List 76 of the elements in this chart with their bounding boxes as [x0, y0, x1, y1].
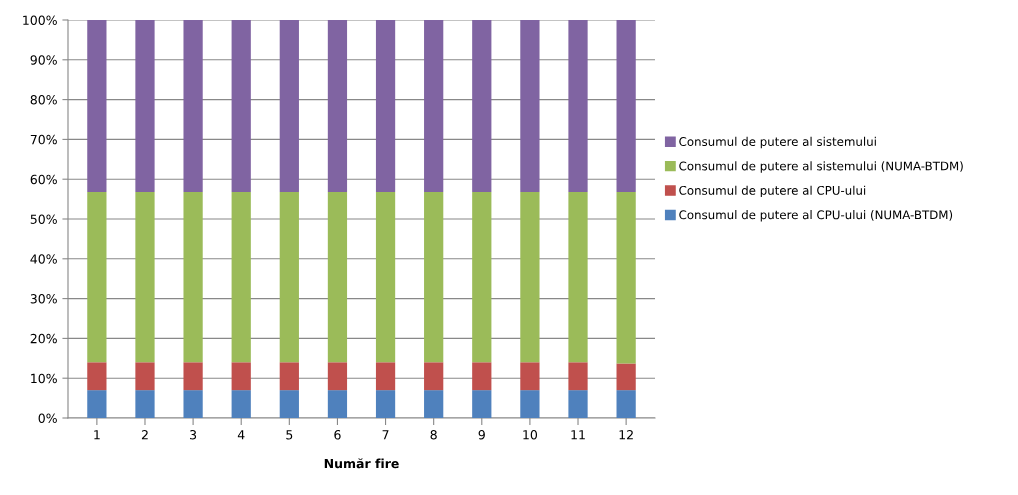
bar [327, 390, 348, 418]
bar [279, 20, 299, 192]
bar [568, 390, 588, 418]
bar [87, 20, 107, 192]
bar [135, 20, 155, 192]
bar [424, 390, 444, 418]
bar [424, 362, 444, 391]
y-tick-label: 40% [30, 254, 57, 264]
bar [183, 191, 203, 363]
y-tick-label: 90% [30, 55, 57, 65]
y-tick-label: 10% [31, 373, 57, 384]
bar [375, 390, 396, 418]
x-tick-label: 8 [430, 430, 437, 440]
bar [424, 20, 444, 192]
bar [327, 362, 348, 391]
bar [183, 362, 203, 391]
bar [375, 20, 396, 192]
bar [472, 191, 492, 363]
bar [87, 362, 107, 391]
x-tick-label: 10 [523, 430, 538, 440]
bar [472, 20, 492, 192]
y-tick-label: 60% [30, 174, 57, 185]
y-tick-label: 0% [38, 413, 57, 423]
y-tick-label: 50% [30, 214, 57, 224]
bar [616, 390, 636, 418]
x-tick-label: 3 [190, 430, 197, 440]
bar [472, 362, 492, 391]
bar [231, 362, 251, 391]
bar [231, 390, 251, 418]
bar [472, 390, 492, 418]
x-tick-label: 7 [382, 430, 389, 440]
bar [135, 362, 155, 391]
bar [375, 362, 396, 391]
bar [616, 20, 636, 192]
legend-label: Consumul de putere al CPU-ului (NUMA-BTDM) [679, 210, 953, 222]
x-tick-label: 11 [571, 430, 585, 440]
x-tick-label: 1 [94, 430, 100, 440]
legend-label: Consumul de putere al sistemului [679, 136, 876, 149]
x-tick-label: 4 [237, 430, 245, 440]
bar [279, 390, 299, 418]
x-tick-label: 2 [141, 430, 148, 440]
bar [327, 20, 348, 192]
bar [87, 390, 107, 418]
bar [231, 191, 251, 363]
x-axis-title: Număr fire [324, 458, 399, 469]
bar [616, 363, 636, 391]
bar [375, 191, 396, 363]
bar [135, 390, 155, 418]
bar [568, 191, 588, 363]
bar [520, 191, 540, 363]
x-tick-label: 12 [619, 430, 633, 440]
x-tick-label: 5 [286, 430, 293, 440]
bar [520, 390, 540, 418]
bar [520, 20, 540, 192]
bar [231, 20, 251, 192]
bar [279, 191, 299, 363]
y-tick-label: 30% [30, 294, 57, 304]
y-tick-label: 100% [23, 15, 57, 25]
bar [568, 20, 588, 192]
x-tick-label: 6 [334, 430, 341, 440]
bar [183, 20, 203, 192]
bar [424, 191, 444, 363]
bar [616, 191, 636, 364]
y-tick-label: 70% [30, 134, 57, 145]
bar [87, 191, 107, 363]
y-tick-label: 80% [30, 95, 57, 105]
bar [135, 191, 155, 363]
bar [279, 362, 299, 391]
bar [327, 191, 348, 363]
bar [183, 390, 203, 418]
bar [520, 362, 540, 391]
legend-label: Consumul de putere al CPU-ului [679, 185, 866, 198]
legend-label: Consumul de putere al sistemului (NUMA-BTDM) [679, 161, 963, 173]
bar [568, 362, 588, 391]
x-tick-label: 9 [478, 430, 485, 440]
y-tick-label: 20% [30, 333, 57, 344]
